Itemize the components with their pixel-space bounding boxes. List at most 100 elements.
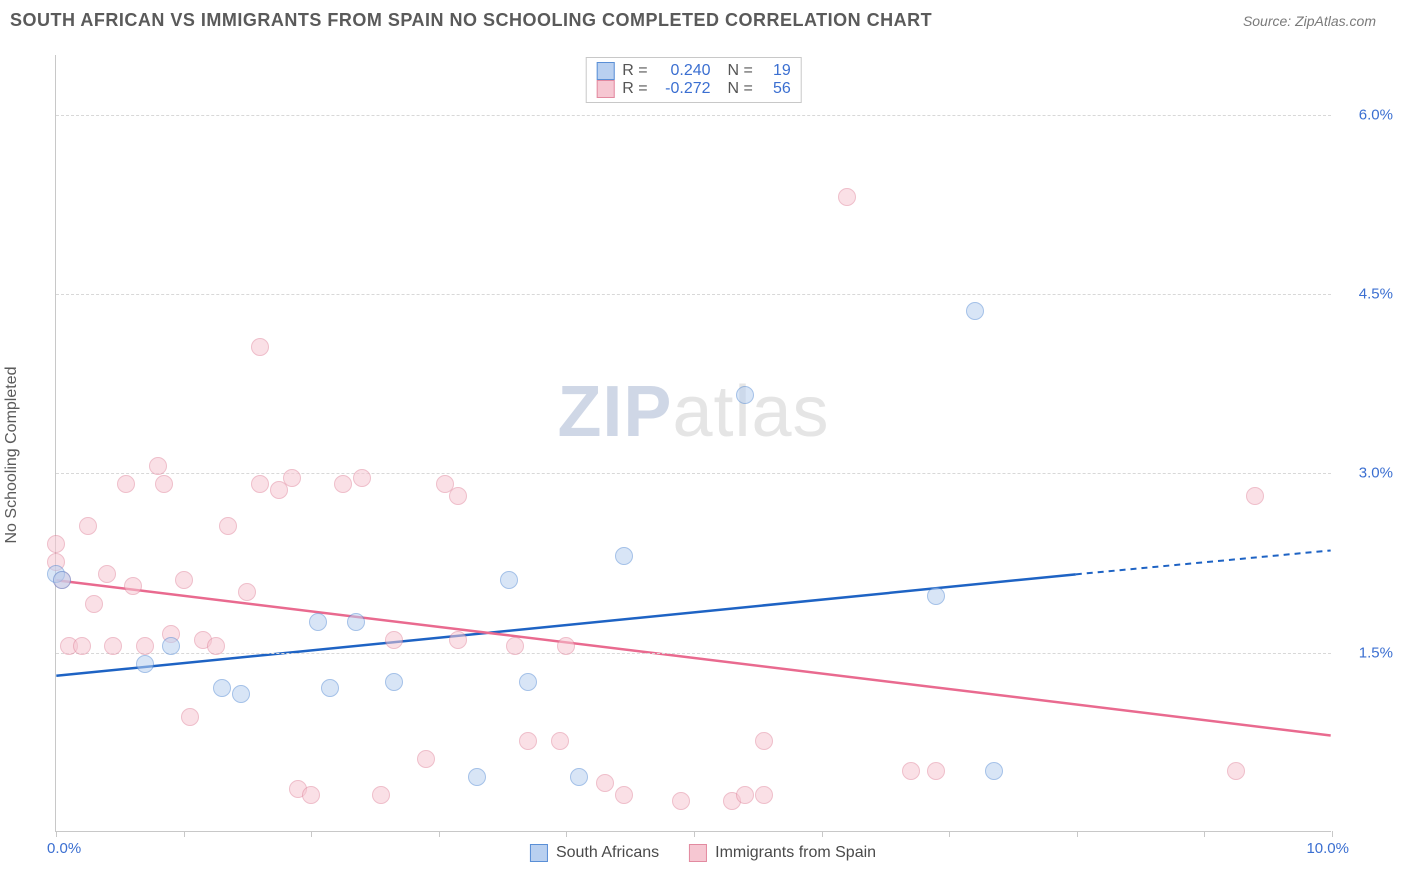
data-point-immigrants_spain (551, 732, 569, 750)
legend-item-south_africans: South Africans (530, 844, 659, 862)
data-point-immigrants_spain (175, 571, 193, 589)
x-min-label: 0.0% (47, 840, 81, 857)
data-point-south_africans (136, 655, 154, 673)
data-point-immigrants_spain (181, 708, 199, 726)
legend-stat-row: R = 0.240 N = 19 (596, 62, 791, 80)
data-point-immigrants_spain (251, 475, 269, 493)
x-tick-mark (184, 831, 185, 837)
y-axis-label: No Schooling Completed (3, 367, 21, 544)
data-point-immigrants_spain (372, 786, 390, 804)
data-point-immigrants_spain (596, 774, 614, 792)
legend-swatch (596, 80, 614, 98)
gridline (56, 473, 1331, 474)
data-point-immigrants_spain (755, 732, 773, 750)
data-point-immigrants_spain (251, 338, 269, 356)
regression-lines (56, 55, 1331, 831)
data-point-south_africans (985, 762, 1003, 780)
data-point-south_africans (927, 587, 945, 605)
x-tick-mark (56, 831, 57, 837)
data-point-south_africans (615, 547, 633, 565)
data-point-immigrants_spain (506, 637, 524, 655)
data-point-south_africans (500, 571, 518, 589)
data-point-south_africans (385, 673, 403, 691)
x-tick-mark (566, 831, 567, 837)
x-tick-mark (311, 831, 312, 837)
data-point-immigrants_spain (124, 577, 142, 595)
gridline (56, 653, 1331, 654)
data-point-immigrants_spain (1246, 487, 1264, 505)
data-point-immigrants_spain (104, 637, 122, 655)
data-point-immigrants_spain (85, 595, 103, 613)
x-tick-mark (822, 831, 823, 837)
data-point-immigrants_spain (353, 469, 371, 487)
data-point-immigrants_spain (219, 517, 237, 535)
legend-swatch (530, 844, 548, 862)
x-max-label: 10.0% (1306, 840, 1349, 857)
data-point-immigrants_spain (417, 750, 435, 768)
n-label: N = (719, 62, 753, 80)
x-tick-mark (949, 831, 950, 837)
data-point-immigrants_spain (557, 637, 575, 655)
data-point-immigrants_spain (449, 631, 467, 649)
data-point-immigrants_spain (98, 565, 116, 583)
legend-swatch (596, 62, 614, 80)
legend-stat-row: R = -0.272 N = 56 (596, 80, 791, 98)
data-point-immigrants_spain (73, 637, 91, 655)
n-value: 56 (761, 80, 791, 98)
data-point-immigrants_spain (155, 475, 173, 493)
x-tick-mark (694, 831, 695, 837)
correlation-legend: R = 0.240 N = 19 R = -0.272 N = 56 (585, 57, 802, 103)
chart-title: SOUTH AFRICAN VS IMMIGRANTS FROM SPAIN N… (10, 10, 932, 31)
data-point-south_africans (53, 571, 71, 589)
r-value: -0.272 (656, 80, 711, 98)
data-point-immigrants_spain (302, 786, 320, 804)
data-point-immigrants_spain (136, 637, 154, 655)
data-point-immigrants_spain (449, 487, 467, 505)
data-point-immigrants_spain (902, 762, 920, 780)
x-tick-mark (439, 831, 440, 837)
data-point-immigrants_spain (207, 637, 225, 655)
legend-swatch (689, 844, 707, 862)
y-tick-label: 3.0% (1338, 465, 1393, 482)
data-point-south_africans (232, 685, 250, 703)
data-point-south_africans (736, 386, 754, 404)
data-point-immigrants_spain (334, 475, 352, 493)
data-point-immigrants_spain (79, 517, 97, 535)
r-value: 0.240 (656, 62, 711, 80)
regression-line-blue-dashed (1076, 550, 1331, 574)
x-tick-mark (1077, 831, 1078, 837)
data-point-south_africans (321, 679, 339, 697)
n-label: N = (719, 80, 753, 98)
data-point-immigrants_spain (149, 457, 167, 475)
data-point-immigrants_spain (238, 583, 256, 601)
data-point-immigrants_spain (615, 786, 633, 804)
data-point-immigrants_spain (736, 786, 754, 804)
source-label: Source: ZipAtlas.com (1243, 13, 1376, 29)
data-point-immigrants_spain (385, 631, 403, 649)
x-tick-mark (1332, 831, 1333, 837)
data-point-immigrants_spain (117, 475, 135, 493)
data-point-south_africans (966, 302, 984, 320)
data-point-immigrants_spain (283, 469, 301, 487)
legend-label: Immigrants from Spain (715, 844, 876, 862)
r-label: R = (622, 62, 647, 80)
x-tick-mark (1204, 831, 1205, 837)
data-point-immigrants_spain (838, 188, 856, 206)
regression-line-blue (56, 574, 1075, 675)
gridline (56, 115, 1331, 116)
r-label: R = (622, 80, 647, 98)
data-point-immigrants_spain (47, 535, 65, 553)
data-point-south_africans (570, 768, 588, 786)
data-point-immigrants_spain (927, 762, 945, 780)
data-point-immigrants_spain (755, 786, 773, 804)
data-point-immigrants_spain (672, 792, 690, 810)
y-tick-label: 6.0% (1338, 106, 1393, 123)
data-point-south_africans (213, 679, 231, 697)
data-point-south_africans (468, 768, 486, 786)
legend-label: South Africans (556, 844, 659, 862)
n-value: 19 (761, 62, 791, 80)
gridline (56, 294, 1331, 295)
data-point-immigrants_spain (1227, 762, 1245, 780)
data-point-south_africans (347, 613, 365, 631)
y-tick-label: 1.5% (1338, 644, 1393, 661)
